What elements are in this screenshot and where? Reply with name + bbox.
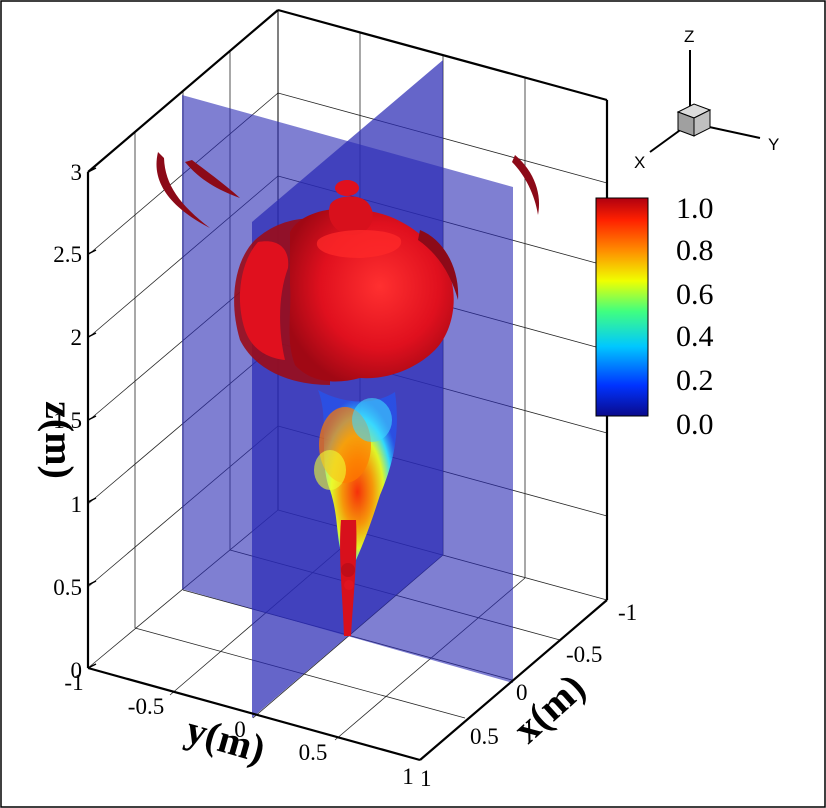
jet-bead [344,580,354,590]
isosurface-blob-left [239,241,289,360]
y-tick-label: 0 [234,717,246,742]
x-tick-label: 0 [516,680,528,705]
z-tick-label: 2.5 [53,242,82,267]
y-tick-label: 1 [402,764,414,789]
colorbar-label: 0.8 [676,234,714,267]
triad-x-label: X [634,153,645,172]
isosurface-fragment [156,152,210,228]
z-axis-title: z(m) [37,401,82,479]
z-tick-label: 0.5 [53,575,82,600]
z-tick-label: 2 [71,325,83,350]
x-tick-label: -0.5 [566,642,602,667]
bounding-box-front [87,599,608,762]
triad-y-label: Y [768,135,779,154]
y-tick-label: 0.5 [299,740,328,765]
jet-bead [341,563,355,577]
x-tick-label: 0.5 [470,724,499,749]
jet-bead [342,542,354,554]
colorbar [595,197,649,417]
plume-eddy [352,398,392,442]
colorbar-label: 0.6 [676,278,714,311]
orientation-triad: Z Y X [634,27,779,172]
z-tick-label: 1 [71,492,83,517]
isosurface-fragment [418,230,459,300]
triad-z-label: Z [684,27,694,46]
x-tick-label: 1 [420,766,432,791]
y-axis-title: y(m) [181,706,270,771]
z-ticks [87,167,97,669]
y-tick-label: -0.5 [128,694,164,719]
colorbar-label: 0.4 [676,320,714,353]
y-tick-label: -1 [64,670,83,695]
isosurface-cap [335,180,359,196]
x-tick-label: -1 [618,600,637,625]
plume-eddy [314,450,346,490]
z-tick-label: 1.5 [53,408,82,433]
z-tick-label: 0 [71,658,83,683]
isosurface-fragment [185,160,240,198]
colorbar-label: 0.2 [676,364,714,397]
z-tick-label: 3 [71,160,83,185]
isosurface-ring [316,229,402,258]
colorbar-label: 1.0 [676,192,714,225]
isosurface-cap [328,196,373,236]
triad-cube-face [693,109,711,137]
isosurface-fragment [512,155,540,215]
colorbar-label: 0.0 [676,408,714,441]
